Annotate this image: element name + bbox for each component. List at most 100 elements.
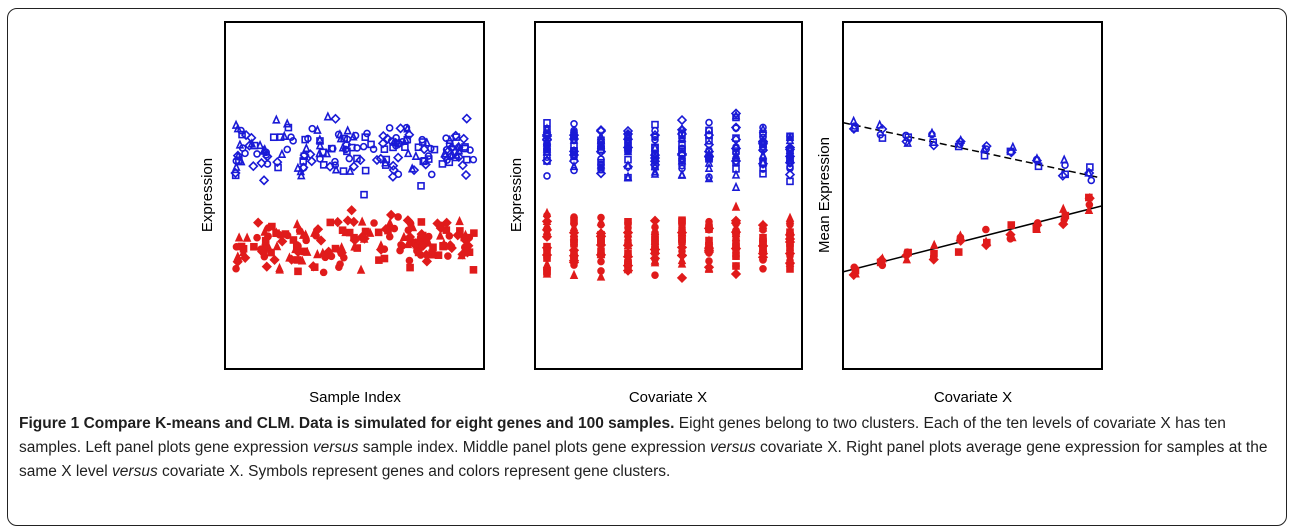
- data-point: [570, 148, 578, 156]
- data-point: [261, 261, 272, 272]
- data-point: [374, 228, 383, 237]
- data-point: [703, 146, 715, 157]
- data-point: [452, 230, 463, 241]
- mean-point: [1057, 170, 1068, 181]
- data-point: [360, 190, 368, 199]
- data-point: [543, 157, 551, 165]
- data-point: [417, 240, 429, 252]
- data-point: [439, 242, 447, 251]
- data-point: [388, 160, 399, 171]
- data-point: [284, 123, 293, 132]
- data-point: [237, 126, 245, 135]
- data-point: [253, 233, 261, 242]
- data-point: [452, 133, 461, 141]
- data-point: [624, 146, 632, 154]
- data-point: [457, 160, 468, 171]
- mean-point: [851, 124, 859, 132]
- mean-point: [877, 123, 888, 135]
- data-point: [543, 172, 551, 180]
- ylabel-middle: Expression: [508, 158, 525, 232]
- data-point: [306, 156, 317, 167]
- data-point: [308, 261, 319, 272]
- data-point: [277, 236, 288, 247]
- data-point: [786, 132, 794, 141]
- data-point: [542, 215, 552, 225]
- data-point: [570, 219, 578, 228]
- data-point: [411, 150, 421, 161]
- data-point: [375, 256, 383, 264]
- data-point: [361, 166, 370, 175]
- mean-point: [929, 239, 939, 249]
- data-point: [678, 144, 686, 153]
- data-point: [357, 216, 367, 226]
- data-point: [568, 130, 580, 141]
- mean-point: [1084, 204, 1094, 215]
- data-point: [759, 165, 767, 173]
- data-point: [569, 249, 579, 259]
- data-point: [429, 243, 437, 252]
- data-point: [421, 256, 433, 267]
- data-point: [676, 272, 688, 283]
- data-point: [338, 226, 347, 235]
- data-point: [543, 145, 551, 154]
- data-point: [242, 232, 252, 242]
- figure-panels: Sample Index Expression Covariate X Expr…: [199, 21, 1103, 406]
- data-point: [316, 137, 324, 145]
- data-point: [375, 244, 387, 255]
- data-point: [250, 141, 259, 150]
- mean-point: [928, 254, 939, 265]
- data-point: [649, 129, 661, 141]
- data-point: [238, 130, 246, 139]
- data-point: [650, 166, 660, 176]
- data-point: [272, 229, 280, 238]
- data-point: [622, 125, 634, 137]
- data-point: [294, 267, 302, 276]
- data-point: [469, 266, 478, 274]
- data-point: [380, 145, 389, 153]
- data-point: [403, 147, 413, 158]
- data-point: [461, 113, 472, 124]
- data-point: [361, 133, 370, 141]
- data-point: [402, 215, 414, 226]
- data-point: [624, 261, 632, 270]
- data-point: [462, 155, 471, 164]
- data-point: [260, 144, 269, 154]
- xlabel-left: Sample Index: [309, 389, 401, 406]
- data-point: [704, 173, 714, 183]
- data-point: [353, 154, 361, 163]
- plot-frame-left: [224, 21, 485, 370]
- data-point: [298, 162, 309, 173]
- caption-text-1: Eight genes belong to two clusters. Each…: [19, 415, 1226, 456]
- data-point: [355, 155, 366, 166]
- data-point: [543, 211, 551, 220]
- data-point: [253, 217, 264, 228]
- data-point: [393, 138, 405, 149]
- data-point: [420, 157, 429, 165]
- data-point: [414, 248, 423, 257]
- mean-point: [981, 240, 992, 251]
- caption-text-2: sample index. Middle panel plots gene ex…: [358, 439, 711, 456]
- data-point: [262, 151, 273, 162]
- data-point: [785, 131, 795, 142]
- data-point: [274, 163, 282, 172]
- data-point: [326, 218, 335, 227]
- data-point: [677, 155, 687, 165]
- data-point: [622, 161, 634, 172]
- data-point: [678, 236, 686, 245]
- data-point: [231, 171, 240, 180]
- data-point: [731, 181, 741, 192]
- mean-point: [904, 133, 913, 141]
- data-point: [385, 217, 395, 228]
- data-point: [759, 256, 767, 264]
- data-point: [313, 249, 322, 259]
- data-point: [623, 146, 633, 156]
- data-point: [421, 249, 432, 260]
- data-point: [348, 161, 359, 172]
- data-point: [731, 169, 741, 179]
- data-point: [258, 175, 270, 186]
- ylabel-right: Mean Expression: [816, 137, 833, 253]
- data-point: [302, 142, 311, 153]
- data-point: [703, 151, 715, 162]
- data-point: [759, 169, 767, 178]
- data-point: [597, 257, 605, 266]
